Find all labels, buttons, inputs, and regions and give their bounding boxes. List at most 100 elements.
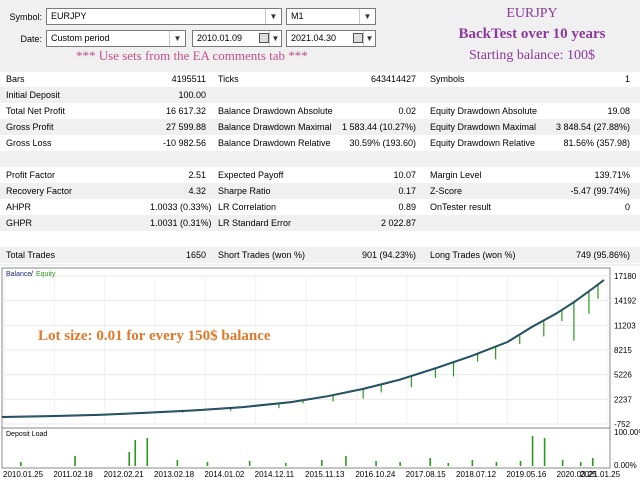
calendar-icon[interactable] <box>353 33 363 43</box>
stat-value: 81.56% (357.98) <box>563 138 630 148</box>
x-tick-label: 2021.01.25 <box>580 470 621 479</box>
settings-panel: Symbol: EURJPY ▼ M1 ▼ Date: Custom perio… <box>0 0 640 72</box>
stat-label: Short Trades (won %) <box>218 250 306 260</box>
stat-label: Equity Drawdown Absolute <box>430 106 538 116</box>
stat-value: 749 (95.86%) <box>575 250 630 260</box>
balance-equity-chart: 17180 14192 11203 8215 5226 2237 -752 2010.01.2… <box>0 266 640 480</box>
date-to-value: 2021.04.30 <box>291 33 337 43</box>
x-tick-label: 2020.03.25 <box>557 470 598 479</box>
calendar-icon[interactable] <box>259 33 269 43</box>
deposit-load-tick: 0.00% <box>614 461 637 470</box>
stat-label: Balance Drawdown Maximal <box>218 122 332 132</box>
stat-value: 27 599.88 <box>165 122 206 132</box>
symbol-select[interactable]: EURJPY ▼ <box>46 8 282 25</box>
legend-balance: Balance <box>6 271 31 278</box>
chart-canvas: 17180 14192 11203 8215 5226 2237 -752 2010.01.2… <box>1 267 640 479</box>
stat-label: Long Trades (won %) <box>430 250 516 260</box>
stat-label: Equity Drawdown Maximal <box>430 122 537 132</box>
stat-label: GHPR <box>6 218 33 228</box>
timeframe-select[interactable]: M1 ▼ <box>286 8 376 25</box>
stat-value: 1.0031 (0.31%) <box>150 218 212 228</box>
symbol-label: Symbol: <box>9 12 42 22</box>
date-from-value: 2010.01.09 <box>197 33 243 43</box>
stat-label: Recovery Factor <box>6 186 73 196</box>
y-tick-label: -752 <box>614 420 631 429</box>
legend-separator: / <box>31 271 33 278</box>
deposit-load-bar <box>206 462 209 466</box>
deposit-load-bar <box>146 438 149 466</box>
deposit-load-title: Deposit Load <box>6 431 47 438</box>
stat-value: 2 022.87 <box>380 218 416 228</box>
chevron-down-icon[interactable]: ▼ <box>359 9 375 24</box>
y-tick-label: 17180 <box>614 272 637 281</box>
stat-label: Margin Level <box>430 170 482 180</box>
deposit-load-bar <box>284 463 287 466</box>
x-tick-label: 2011.02.18 <box>53 470 93 479</box>
stat-value: 4195511 <box>171 74 206 84</box>
promo-backtest: BackTest over 10 years <box>458 26 606 42</box>
deposit-load-bar <box>134 440 137 466</box>
stat-value: 1 583.44 (10.27%) <box>341 122 416 132</box>
stats-row: Recovery Factor 4.32 Sharpe Ratio 0.17 Z-Sco… <box>0 183 640 199</box>
deposit-load-bar <box>471 460 474 466</box>
deposit-load-bar <box>561 460 564 466</box>
period-value: Custom period <box>51 33 110 43</box>
deposit-load-bar <box>176 460 179 466</box>
y-tick-label: 8215 <box>614 346 632 355</box>
chevron-down-icon[interactable]: ▼ <box>265 9 281 24</box>
deposit-load-bar <box>20 462 22 466</box>
stat-value: 0.89 <box>398 202 416 212</box>
stat-label: Bars <box>6 74 25 84</box>
stat-value: -5.47 (99.74%) <box>570 186 630 196</box>
ea-settings-note: *** Use sets from the EA comments tab **… <box>76 48 308 63</box>
stat-label: LR Correlation <box>218 202 277 212</box>
stat-value: 0.02 <box>398 106 416 116</box>
x-tick-label: 2019.05.16 <box>506 470 547 479</box>
stats-row: GHPR 1.0031 (0.31%) LR Standard Error 2 022… <box>0 215 640 231</box>
deposit-load-bar <box>531 436 534 466</box>
stats-row: Profit Factor 2.51 Expected Payoff 10.07 Mar… <box>0 167 640 183</box>
stat-value: 19.08 <box>607 106 630 116</box>
stat-value: 10.07 <box>393 170 416 180</box>
x-tick-label: 2018.07.12 <box>456 470 497 479</box>
deposit-load-bar <box>591 458 594 466</box>
date-from-field[interactable]: 2010.01.09 ▼ <box>192 30 282 47</box>
stats-table: Bars 4195511 Ticks 643414427 Symbols 1 Initial… <box>0 72 640 276</box>
deposit-load-bar <box>321 460 323 466</box>
stat-label: AHPR <box>6 202 32 212</box>
chevron-down-icon[interactable]: ▼ <box>269 31 281 46</box>
stat-label: Z-Score <box>430 186 463 196</box>
x-tick-label: 2013.02.18 <box>154 470 195 479</box>
period-select[interactable]: Custom period ▼ <box>46 30 186 47</box>
deposit-load-bar <box>543 438 546 466</box>
stat-value: 3 848.54 (27.88%) <box>555 122 630 132</box>
x-tick-label: 2015.11.13 <box>305 470 345 479</box>
timeframe-value: M1 <box>291 11 304 21</box>
date-to-field[interactable]: 2021.04.30 ▼ <box>286 30 376 47</box>
stat-value: 1 <box>624 74 630 84</box>
stat-label: Ticks <box>218 74 239 84</box>
stat-label: Symbols <box>430 74 465 84</box>
stat-value: 30.59% (193.60) <box>349 138 416 148</box>
stat-label: Gross Profit <box>6 122 54 132</box>
chevron-down-icon[interactable]: ▼ <box>363 31 375 46</box>
stat-value: -10 982.56 <box>162 138 206 148</box>
x-tick-label: 2017.08.15 <box>406 470 447 479</box>
stat-label: LR Standard Error <box>218 218 292 228</box>
chevron-down-icon[interactable]: ▼ <box>169 31 185 46</box>
deposit-load-frame <box>1 427 611 469</box>
deposit-load-bar <box>447 463 450 466</box>
deposit-load-bar <box>128 452 131 466</box>
stat-label: Sharpe Ratio <box>218 186 271 196</box>
promo-balance: Starting balance: 100$ <box>469 48 595 63</box>
stat-label: Profit Factor <box>6 170 56 180</box>
stat-label: Total Trades <box>6 250 56 260</box>
stats-row: Initial Deposit 100.00 <box>0 87 640 103</box>
y-tick-label: 14192 <box>614 297 637 306</box>
stat-label: Total Net Profit <box>6 106 66 116</box>
stats-row <box>0 231 640 247</box>
deposit-load-bar <box>495 462 498 466</box>
stat-value: 1650 <box>185 250 206 260</box>
stat-value: 643414427 <box>370 74 416 84</box>
stat-value: 0 <box>624 202 630 212</box>
